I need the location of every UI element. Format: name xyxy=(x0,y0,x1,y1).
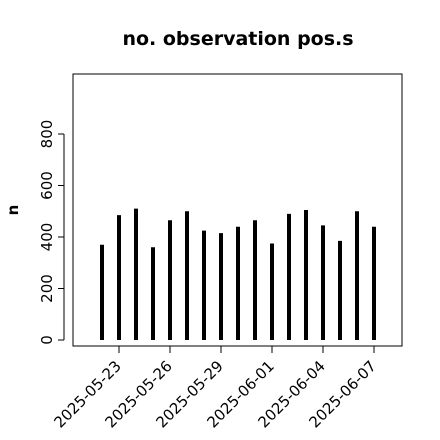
y-axis-label: n xyxy=(4,205,22,216)
x-axis: 2025-05-232025-05-262025-05-292025-06-01… xyxy=(50,345,380,431)
bars xyxy=(100,208,376,340)
chart-title: no. observation pos.s xyxy=(122,28,353,50)
y-tick-label: 400 xyxy=(38,223,56,252)
y-axis: 0 200 400 600 800 xyxy=(38,120,65,345)
y-tick-label: 800 xyxy=(38,120,56,149)
y-tick-label: 0 xyxy=(38,335,56,345)
y-tick-label: 600 xyxy=(38,171,56,200)
y-tick-label: 200 xyxy=(38,274,56,303)
